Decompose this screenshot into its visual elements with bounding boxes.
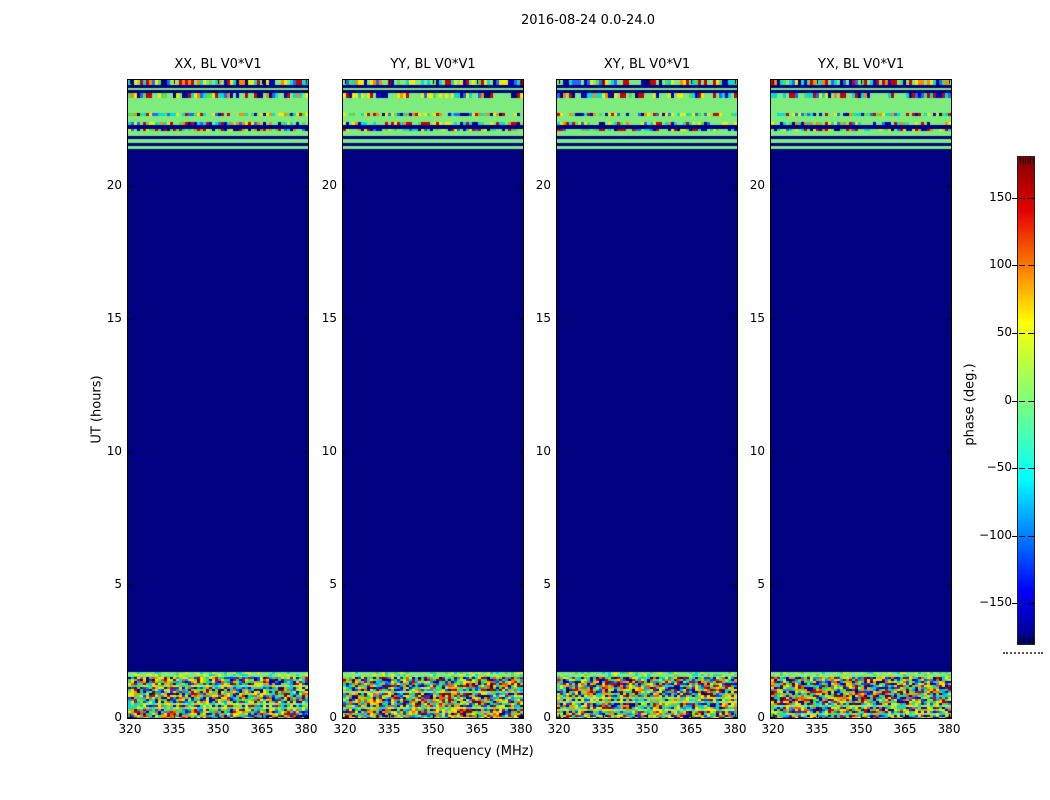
colorbar-comb-mark [1025, 158, 1026, 164]
x-tick-label: 335 [377, 722, 401, 736]
colorbar-comb-mark [1030, 637, 1031, 643]
x-tick-label: 320 [761, 722, 785, 736]
y-tick-label: 10 [749, 444, 765, 459]
colorbar-tick-dash [1028, 265, 1034, 266]
y-axis-label: UT (hours) [89, 375, 105, 444]
colorbar-tick [1012, 265, 1017, 266]
colorbar-comb-mark [1022, 637, 1024, 643]
colorbar-tick-label: 50 [996, 325, 1012, 339]
colorbar-comb-mark [1025, 637, 1026, 643]
y-tick-label: 5 [543, 577, 551, 592]
y-tick-label: 15 [106, 311, 122, 326]
y-tick-label: 0 [114, 710, 122, 724]
colorbar-tick-label: −50 [986, 460, 1012, 474]
heatmap-panel-yy [342, 79, 524, 719]
colorbar-tick-dash [1019, 265, 1025, 266]
colorbar-tick-dash [1028, 536, 1034, 537]
y-tick-label: 5 [757, 577, 765, 592]
colorbar-tick-label: 0 [1004, 393, 1012, 407]
heatmap-panel-yx [770, 79, 952, 719]
y-tick-label: 10 [106, 444, 122, 459]
colorbar-tick-dash [1019, 198, 1025, 199]
colorbar-comb-mark [1030, 158, 1031, 164]
colorbar [1017, 156, 1035, 645]
colorbar-tick-dash [1028, 468, 1034, 469]
colorbar-tick-label: −100 [979, 528, 1012, 542]
colorbar-tick-dash [1028, 401, 1034, 402]
y-tick-label: 0 [329, 710, 337, 724]
x-tick-label: 350 [206, 722, 230, 736]
x-tick-label: 320 [333, 722, 357, 736]
x-tick-label: 365 [893, 722, 917, 736]
heatmap-panel-xy [556, 79, 738, 719]
colorbar-tick-label: 150 [989, 190, 1012, 204]
x-tick-label: 335 [591, 722, 615, 736]
panel-title-yy: YY, BL V0*V1 [390, 57, 476, 72]
x-tick-label: 380 [509, 722, 533, 736]
x-tick-label: 350 [849, 722, 873, 736]
colorbar-tick [1012, 333, 1017, 334]
colorbar-comb-mark [1020, 158, 1021, 164]
colorbar-tick [1012, 603, 1017, 604]
y-tick-label: 15 [535, 311, 551, 326]
x-tick-label: 350 [421, 722, 445, 736]
colorbar-comb-mark [1032, 637, 1034, 643]
y-tick-label: 0 [543, 710, 551, 724]
y-tick-label: 10 [321, 444, 337, 459]
y-tick-label: 5 [114, 577, 122, 592]
colorbar-tick [1012, 401, 1017, 402]
x-tick-label: 365 [465, 722, 489, 736]
y-tick-label: 20 [106, 178, 122, 193]
colorbar-tick-dash [1019, 468, 1025, 469]
y-tick-label: 20 [321, 178, 337, 193]
colorbar-comb-mark [1027, 637, 1029, 643]
colorbar-tick [1012, 198, 1017, 199]
panel-title-xx: XX, BL V0*V1 [174, 57, 262, 72]
y-tick-label: 10 [535, 444, 551, 459]
x-tick-label: 335 [805, 722, 829, 736]
colorbar-tick-dash [1028, 333, 1034, 334]
colorbar-tick-dash [1019, 603, 1025, 604]
colorbar-comb-mark [1022, 158, 1024, 164]
colorbar-tick-dash [1028, 198, 1034, 199]
colorbar-tick-dash [1028, 603, 1034, 604]
x-tick-label: 320 [547, 722, 571, 736]
colorbar-tick [1012, 536, 1017, 537]
x-tick-label: 365 [250, 722, 274, 736]
x-axis-label: frequency (MHz) [426, 744, 534, 759]
y-tick-label: 5 [329, 577, 337, 592]
colorbar-tick-label: −150 [979, 595, 1012, 609]
y-tick-label: 15 [749, 311, 765, 326]
panel-title-xy: XY, BL V0*V1 [603, 57, 691, 72]
x-tick-label: 365 [679, 722, 703, 736]
y-tick-label: 20 [535, 178, 551, 193]
x-tick-label: 350 [635, 722, 659, 736]
colorbar-tick-dash [1019, 536, 1025, 537]
colorbar-tick [1012, 468, 1017, 469]
x-tick-label: 335 [162, 722, 186, 736]
y-tick-label: 15 [321, 311, 337, 326]
x-tick-label: 380 [294, 722, 318, 736]
y-tick-label: 20 [749, 178, 765, 193]
colorbar-comb-mark [1027, 158, 1029, 164]
heatmap-panel-xx [127, 79, 309, 719]
figure-title: 2016-08-24 0.0-24.0 [521, 13, 655, 28]
x-tick-label: 380 [937, 722, 961, 736]
colorbar-comb-mark [1020, 637, 1021, 643]
colorbar-tick-label: 100 [989, 257, 1012, 271]
colorbar-underline-dots [1003, 652, 1043, 654]
x-tick-label: 320 [118, 722, 142, 736]
colorbar-tick-dash [1019, 333, 1025, 334]
colorbar-comb-mark [1032, 158, 1034, 164]
y-tick-label: 0 [757, 710, 765, 724]
x-tick-label: 380 [723, 722, 747, 736]
colorbar-tick-dash [1019, 401, 1025, 402]
colorbar-label: phase (deg.) [962, 363, 978, 446]
panel-title-yx: YX, BL V0*V1 [817, 57, 905, 72]
